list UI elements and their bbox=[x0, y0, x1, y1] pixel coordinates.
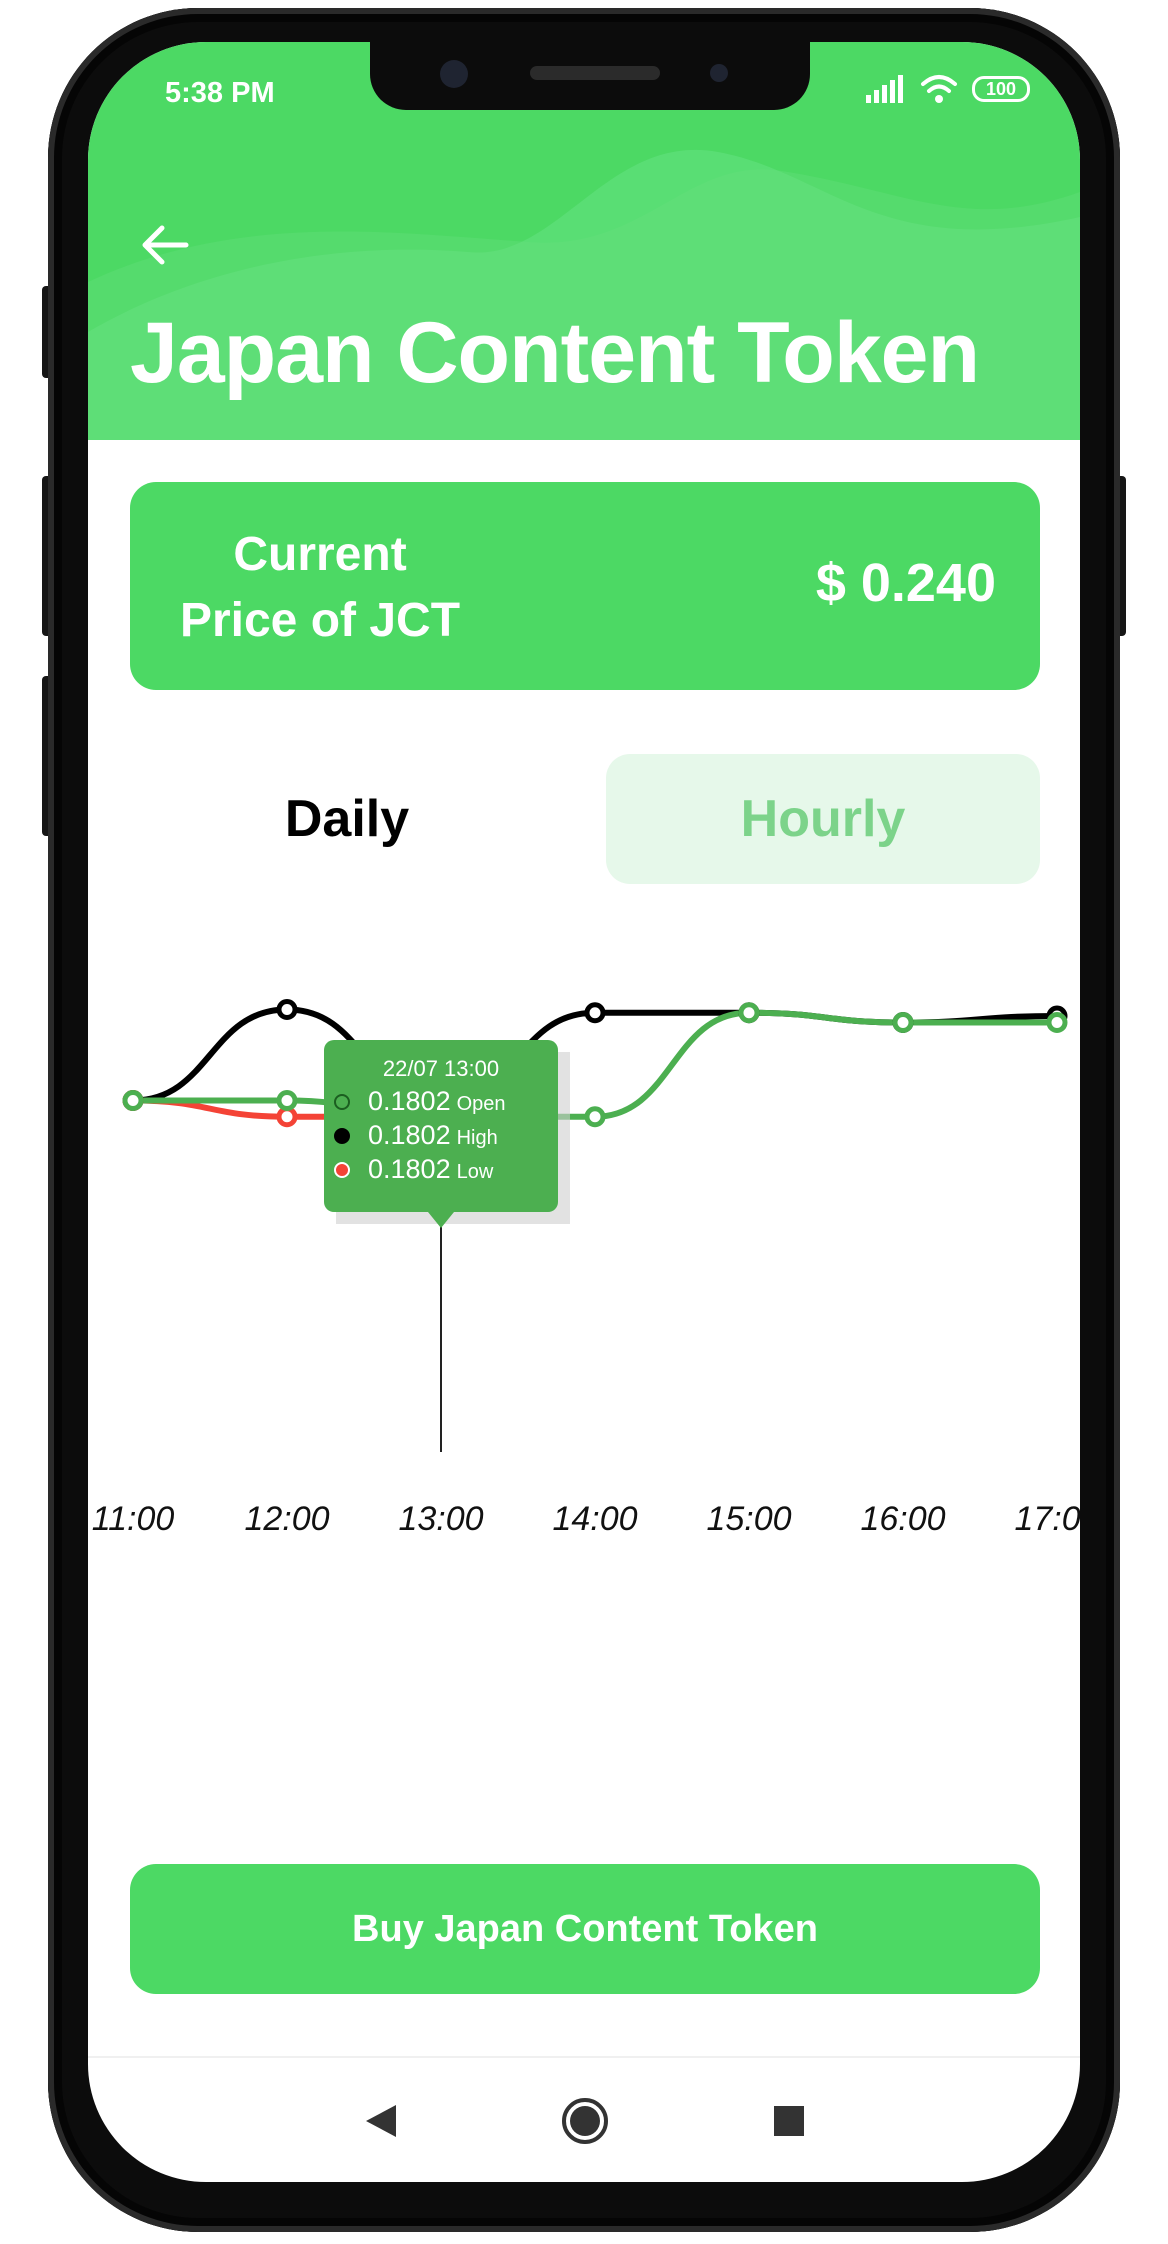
tooltip-value-low: 0.1802 bbox=[368, 1154, 451, 1184]
status-time: 5:38 PM bbox=[165, 77, 275, 109]
signal-icon bbox=[866, 75, 903, 103]
screen: 5:38 PM 100 bbox=[88, 42, 1080, 2182]
earpiece-speaker bbox=[530, 66, 660, 80]
tooltip-row-high: 0.1802 High bbox=[334, 1120, 498, 1150]
android-nav-bar bbox=[88, 2056, 1080, 2182]
x-tick-label: 11:00 bbox=[92, 1500, 175, 1538]
tooltip-label-high: High bbox=[457, 1127, 498, 1149]
x-tick-label: 13:00 bbox=[398, 1500, 483, 1538]
nav-recents-button[interactable] bbox=[764, 2096, 814, 2146]
tooltip-box bbox=[324, 1040, 558, 1212]
battery-level: 100 bbox=[985, 78, 1017, 99]
data-point-high-1200 bbox=[276, 999, 298, 1020]
back-triangle-icon bbox=[366, 2105, 396, 2137]
tooltip-label-open: Open bbox=[457, 1093, 506, 1115]
chart-tooltip: 22/07 13:00 0.1802 Open 0.1802 High 0.1802… bbox=[324, 1040, 570, 1228]
front-sensor bbox=[710, 64, 728, 82]
data-point-open-1400 bbox=[584, 1106, 606, 1128]
price-chart: 11:00 12:00 13:00 14:00 15:00 16:00 17:00 22/0… bbox=[92, 999, 1080, 1538]
tooltip-value-high: 0.1802 bbox=[368, 1120, 451, 1150]
current-price-value: $ 0.240 bbox=[815, 553, 996, 613]
tooltip-arrow bbox=[428, 1212, 454, 1228]
status-bar: 5:38 PM 100 bbox=[88, 42, 1080, 142]
tab-daily[interactable]: Daily bbox=[284, 790, 410, 848]
tooltip-value-open: 0.1802 bbox=[368, 1086, 451, 1116]
current-price-label: Current Price of JCT bbox=[179, 528, 461, 647]
data-point-high-1400 bbox=[584, 1002, 606, 1024]
phone-notch bbox=[370, 42, 810, 110]
current-price-card: Current Price of JCT $ 0.240 bbox=[130, 482, 1040, 690]
tooltip-marker-high bbox=[334, 1128, 350, 1144]
data-point-open-1100 bbox=[122, 1090, 144, 1111]
data-point-open-1600 bbox=[892, 1012, 914, 1033]
data-point-low-1200 bbox=[276, 1106, 298, 1128]
back-button[interactable] bbox=[132, 212, 198, 278]
series-layer bbox=[130, 1006, 1060, 1120]
nav-back-button[interactable] bbox=[356, 2096, 406, 2146]
home-circle-icon bbox=[562, 2098, 608, 2144]
recents-square-icon bbox=[774, 2106, 804, 2136]
tooltip-row-open: 0.1802 Open bbox=[334, 1086, 506, 1116]
side-button-power bbox=[1116, 476, 1126, 636]
tooltip-title: 22/07 13:00 bbox=[383, 1056, 499, 1081]
front-camera bbox=[440, 60, 468, 88]
x-tick-label: 15:00 bbox=[706, 1500, 791, 1538]
x-tick-label: 17:00 bbox=[1014, 1500, 1080, 1538]
x-tick-label: 14:00 bbox=[552, 1500, 637, 1538]
tooltip-marker-low bbox=[334, 1162, 350, 1178]
x-tick-label: 12:00 bbox=[244, 1500, 329, 1538]
x-axis: 11:00 12:00 13:00 14:00 15:00 16:00 17:00 bbox=[92, 1500, 1080, 1538]
tooltip-marker-open bbox=[334, 1094, 350, 1110]
data-point-open-1700 bbox=[1046, 1012, 1068, 1033]
wifi-icon bbox=[921, 75, 957, 103]
series-line-open bbox=[130, 1009, 1060, 1120]
nav-home-button[interactable] bbox=[560, 2096, 610, 2146]
page-title: Japan Content Token bbox=[130, 305, 980, 401]
side-button-volume-up bbox=[42, 476, 52, 636]
x-tick-label: 16:00 bbox=[860, 1500, 945, 1538]
header-wave-decoration bbox=[88, 149, 1080, 440]
tooltip-label-low: Low bbox=[457, 1161, 494, 1183]
side-button-volume-down bbox=[42, 676, 52, 836]
data-point-open-1500 bbox=[738, 1002, 760, 1024]
tooltip-row-low: 0.1802 Low bbox=[334, 1154, 494, 1184]
battery-icon: 100 bbox=[972, 76, 1030, 102]
tab-hourly[interactable]: Hourly bbox=[606, 754, 1040, 884]
side-button-silent bbox=[42, 286, 52, 378]
buy-token-button[interactable]: Buy Japan Content Token bbox=[130, 1864, 1040, 1994]
arrow-left-icon bbox=[142, 225, 189, 265]
data-point-open-1200 bbox=[276, 1090, 298, 1111]
status-icons: 100 bbox=[866, 74, 1030, 104]
